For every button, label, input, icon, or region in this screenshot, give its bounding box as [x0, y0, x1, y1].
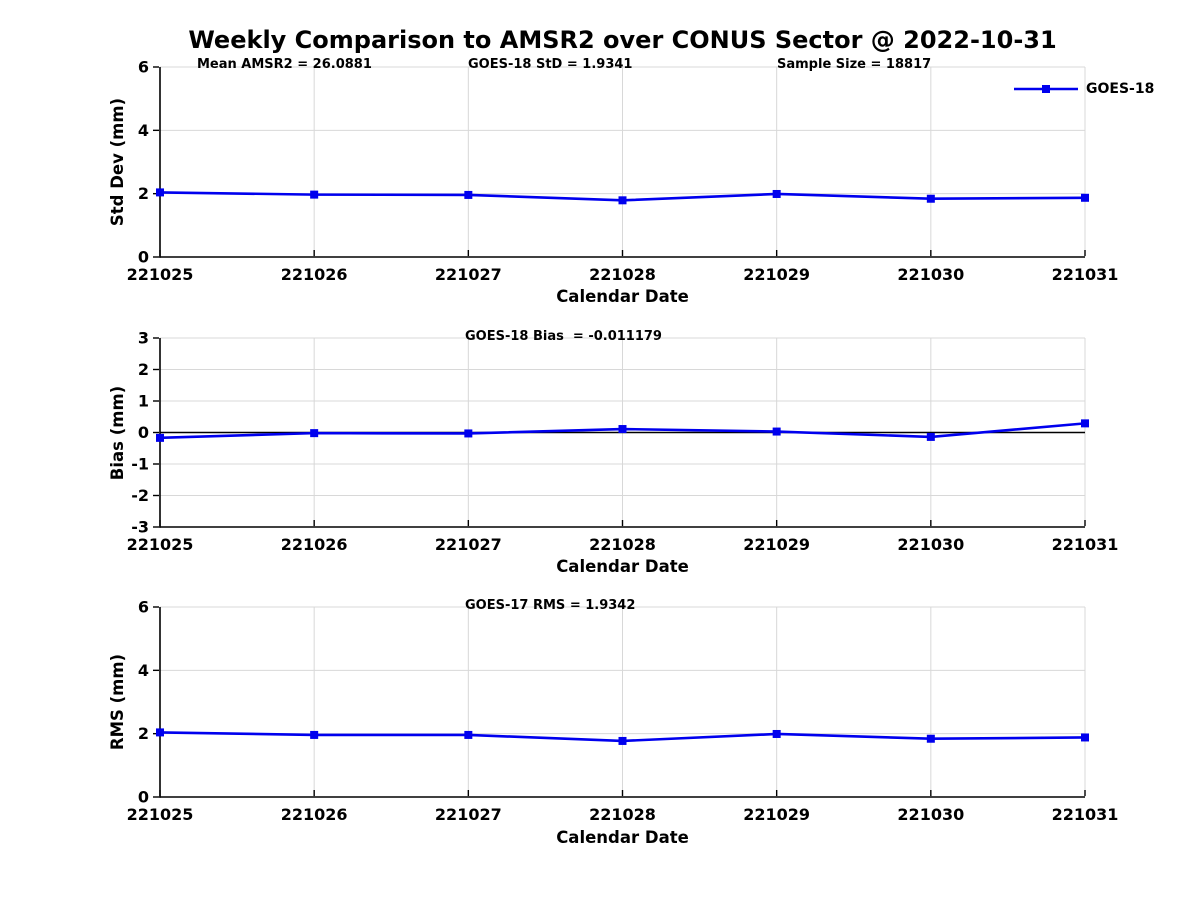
data-point-marker — [156, 188, 164, 197]
data-point-marker — [926, 432, 935, 441]
annotation-sample-size: Sample Size = 18817 — [777, 57, 932, 72]
x-tick-label: 221028 — [589, 535, 656, 554]
x-tick-label: 221029 — [743, 535, 810, 554]
data-point-marker — [1081, 419, 1089, 428]
y-tick-label: 2 — [138, 724, 149, 743]
x-tick-label: 221030 — [897, 805, 964, 824]
annotation-goes17-rms: GOES-17 RMS = 1.9342 — [465, 598, 636, 613]
y-tick-label: 3 — [138, 329, 149, 348]
x-tick-label: 221031 — [1052, 265, 1119, 284]
annotation-goes18-bias: GOES-18 Bias = -0.011179 — [465, 329, 662, 344]
x-tick-label: 221027 — [435, 805, 502, 824]
x-tick-label: 221025 — [127, 805, 194, 824]
data-point-marker — [156, 433, 164, 442]
y-tick-label: -2 — [131, 486, 149, 505]
x-tick-label: 221027 — [435, 265, 502, 284]
x-axis-label-calendar-date-1: Calendar Date — [556, 287, 689, 306]
data-point-marker — [772, 729, 781, 738]
x-tick-label: 221030 — [897, 265, 964, 284]
y-axis-label-bias: Bias (mm) — [108, 385, 127, 481]
x-tick-label: 221029 — [743, 265, 810, 284]
data-point-marker — [926, 194, 935, 203]
x-tick-label: 221028 — [589, 265, 656, 284]
data-point-marker — [1081, 193, 1089, 202]
data-point-marker — [618, 736, 627, 745]
legend-label: GOES-18 — [1086, 81, 1155, 97]
legend-line-icon — [1014, 85, 1078, 93]
annotation-goes18-std: GOES-18 StD = 1.9341 — [468, 57, 633, 72]
x-axis-label-calendar-date-3: Calendar Date — [556, 828, 689, 847]
y-tick-label: 6 — [138, 598, 149, 617]
data-point-marker — [464, 190, 473, 199]
x-tick-label: 221026 — [281, 805, 348, 824]
data-point-marker — [464, 429, 473, 438]
y-tick-label: 4 — [138, 121, 149, 140]
x-tick-label: 221028 — [589, 805, 656, 824]
x-tick-label: 221026 — [281, 535, 348, 554]
x-tick-label: 221029 — [743, 805, 810, 824]
data-point-marker — [310, 730, 319, 739]
y-tick-label: 1 — [138, 392, 149, 411]
y-tick-label: 0 — [138, 788, 149, 807]
data-point-marker — [926, 734, 935, 743]
x-tick-label: 221025 — [127, 535, 194, 554]
x-tick-label: 221031 — [1052, 805, 1119, 824]
figure-title: Weekly Comparison to AMSR2 over CONUS Se… — [188, 26, 1057, 54]
data-point-marker — [772, 189, 781, 198]
data-point-marker — [618, 425, 627, 434]
legend: GOES-18 — [1013, 81, 1154, 97]
y-tick-label: 6 — [138, 58, 149, 77]
x-tick-label: 221026 — [281, 265, 348, 284]
y-tick-label: 2 — [138, 360, 149, 379]
y-axis-label-rms: RMS (mm) — [108, 653, 127, 751]
y-tick-label: 0 — [138, 248, 149, 267]
data-point-marker — [1081, 733, 1089, 742]
data-point-marker — [310, 190, 319, 199]
y-tick-label: 0 — [138, 423, 149, 442]
y-axis-label-std-dev: Std Dev (mm) — [108, 97, 127, 227]
data-point-marker — [618, 196, 627, 205]
data-point-marker — [464, 730, 473, 739]
x-tick-label: 221031 — [1052, 535, 1119, 554]
annotation-mean-amsr2: Mean AMSR2 = 26.0881 — [197, 57, 372, 72]
x-tick-label: 221027 — [435, 535, 502, 554]
x-axis-label-calendar-date-2: Calendar Date — [556, 557, 689, 576]
data-point-marker — [772, 427, 781, 436]
data-point-marker — [156, 728, 164, 737]
data-point-marker — [310, 429, 319, 438]
y-tick-label: -3 — [131, 518, 149, 537]
x-tick-label: 221025 — [127, 265, 194, 284]
y-tick-label: -1 — [131, 455, 149, 474]
y-tick-label: 4 — [138, 661, 149, 680]
x-tick-label: 221030 — [897, 535, 964, 554]
y-tick-label: 2 — [138, 184, 149, 203]
